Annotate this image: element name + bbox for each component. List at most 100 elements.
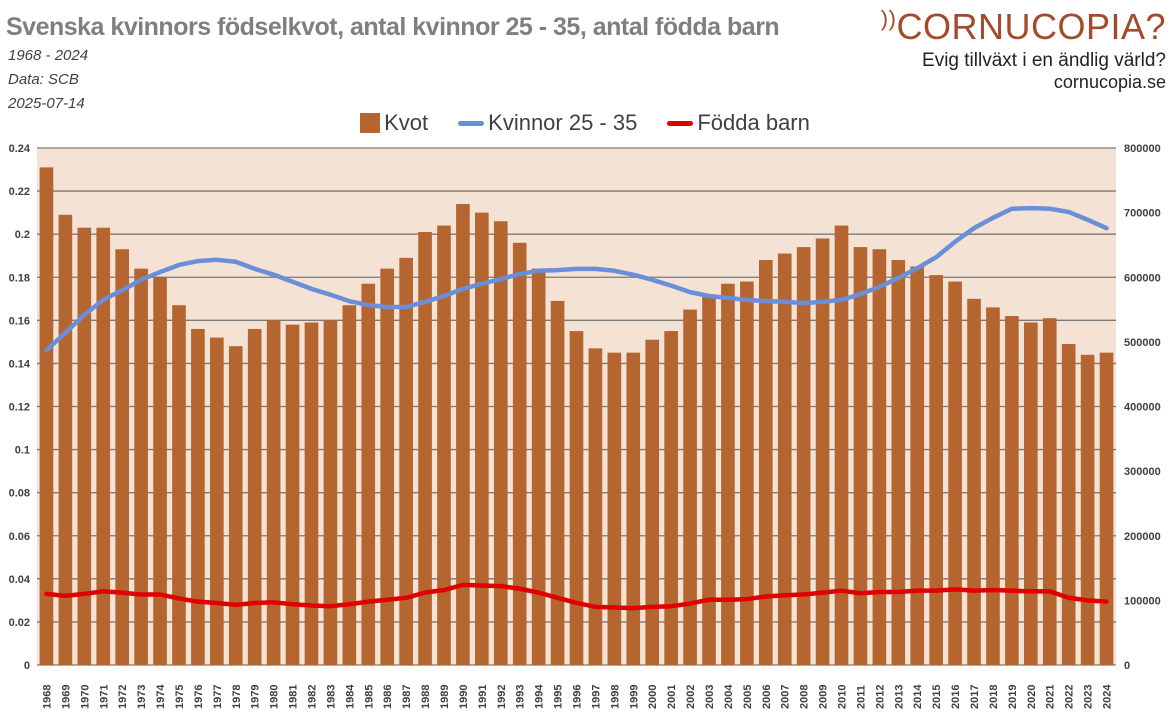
bar-kvot-1977 [210, 337, 224, 665]
x-axis-tick: 1991 [477, 685, 489, 709]
bar-kvot-2015 [929, 275, 943, 665]
horn-icon: )) [880, 6, 897, 31]
x-axis-tick: 1973 [136, 685, 148, 709]
bar-kvot-2016 [948, 281, 962, 665]
legend-item-kvinnor: Kvinnor 25 - 35 [458, 110, 637, 136]
x-axis-tick: 1995 [553, 685, 565, 709]
bar-kvot-2023 [1080, 354, 1095, 665]
x-axis-tick: 2003 [704, 685, 716, 709]
bar-kvot-2021 [1042, 318, 1057, 665]
bar-kvot-1986 [380, 268, 395, 665]
bar-kvot-1996 [569, 331, 584, 665]
bar-kvot-1970 [77, 227, 92, 665]
left-axis-tick: 0.08 [9, 488, 30, 500]
bar-kvot-1980 [266, 320, 281, 665]
left-axis-tick: 0.2 [15, 229, 30, 241]
x-axis-tick: 2022 [1064, 685, 1076, 709]
left-axis-tick: 0.12 [9, 402, 30, 414]
bar-kvot-2008 [796, 247, 811, 665]
bar-kvot-2005 [740, 281, 754, 665]
x-axis-tick: 1993 [515, 685, 527, 709]
line-kvinnor-25-35 [44, 205, 1109, 353]
x-axis-tick: 1985 [363, 685, 375, 709]
x-axis-tick: 2014 [912, 684, 924, 709]
left-axis-tick: 0.18 [9, 272, 30, 284]
logo-tagline: Evig tillväxt i en ändlig värld? [922, 50, 1166, 71]
left-axis-tick: 0.24 [9, 143, 31, 155]
x-axis-tick: 1976 [193, 685, 205, 709]
bar-kvot-2019 [1005, 316, 1019, 665]
bar-kvot-1972 [115, 249, 129, 665]
bar-kvot-1995 [550, 300, 565, 665]
bar-kvot-1975 [172, 305, 186, 665]
left-axis-tick: 0.06 [9, 531, 30, 543]
bar-kvot-1997 [588, 348, 603, 665]
right-axis-tick: 500000 [1124, 337, 1161, 349]
bar-kvot-1968 [39, 167, 54, 665]
x-axis-tick: 2024 [1102, 684, 1114, 709]
x-axis-tick: 1972 [117, 685, 129, 709]
bar-kvot-2000 [645, 339, 660, 665]
x-axis-tick: 1971 [98, 685, 110, 709]
bar-kvot-1991 [475, 212, 489, 665]
x-axis-tick: 2004 [723, 684, 735, 709]
source-label: Data: SCB [8, 71, 79, 88]
x-axis-tick: 1994 [534, 684, 546, 709]
x-axis-tick: 1977 [212, 685, 224, 709]
bar-kvot-2004 [721, 283, 735, 665]
x-axis-tick: 1968 [41, 685, 53, 709]
legend-swatch-red [667, 120, 694, 126]
x-axis-tick: 1970 [79, 685, 91, 709]
bar-kvot-1988 [418, 232, 432, 665]
left-axis-tick: 0.1 [15, 445, 30, 457]
left-axis-tick: 0.02 [9, 617, 30, 629]
bar-kvot-2020 [1024, 322, 1038, 665]
bar-kvot-1982 [304, 322, 319, 665]
bar-kvot-1985 [361, 283, 376, 665]
right-axis-tick: 100000 [1124, 595, 1161, 607]
x-axis-tick: 1997 [590, 685, 602, 709]
legend-item-kvot: Kvot [360, 110, 428, 136]
left-axis-tick: 0.22 [9, 186, 30, 198]
x-axis-tick: 2005 [742, 685, 754, 709]
period-label: 1968 - 2024 [8, 47, 89, 64]
right-axis-tick: 300000 [1124, 466, 1161, 478]
bar-kvot-1994 [531, 268, 546, 665]
x-axis-tick: 1989 [439, 685, 451, 709]
bar-kvot-1989 [437, 225, 451, 666]
line-fodda-barn [44, 582, 1109, 611]
x-axis-tick: 2021 [1045, 685, 1057, 709]
right-axis-tick: 600000 [1124, 272, 1161, 284]
x-axis-tick: 2002 [685, 685, 697, 709]
bar-kvot-2007 [777, 253, 792, 665]
date-label: 2025-07-14 [8, 95, 85, 112]
x-axis-tick: 1980 [269, 685, 281, 709]
logo-wordmark: ))CORNUCOPIA? [880, 6, 1166, 47]
bar-kvot-1987 [399, 257, 413, 665]
legend-swatch-blue [458, 120, 485, 126]
x-axis-tick: 1984 [344, 684, 356, 709]
right-axis-tick: 800000 [1124, 143, 1161, 155]
x-axis-tick: 2012 [874, 685, 886, 709]
x-axis-tick: 2018 [988, 685, 1000, 709]
x-axis-tick: 1988 [420, 685, 432, 709]
bar-kvot-2009 [815, 238, 830, 665]
bar-kvot-1974 [153, 277, 167, 665]
x-axis-tick: 1990 [458, 685, 470, 709]
bar-kvot-1999 [626, 352, 641, 665]
x-axis-tick: 1992 [496, 685, 508, 709]
x-axis-tick: 2017 [969, 685, 981, 709]
legend-item-fodda: Födda barn [667, 110, 810, 136]
left-axis-tick: 0.16 [9, 315, 30, 327]
bar-kvot-1990 [456, 204, 470, 665]
x-axis-tick: 1979 [250, 685, 262, 709]
bar-kvot-1984 [342, 305, 357, 665]
bar-kvot-1978 [228, 346, 243, 665]
bar-kvot-2024 [1099, 352, 1114, 665]
bar-kvot-2022 [1061, 344, 1076, 665]
right-axis-tick: 400000 [1124, 402, 1161, 414]
x-axis-tick: 2009 [818, 685, 830, 709]
bar-kvot-1998 [607, 352, 622, 665]
bar-kvot-2013 [891, 260, 906, 665]
